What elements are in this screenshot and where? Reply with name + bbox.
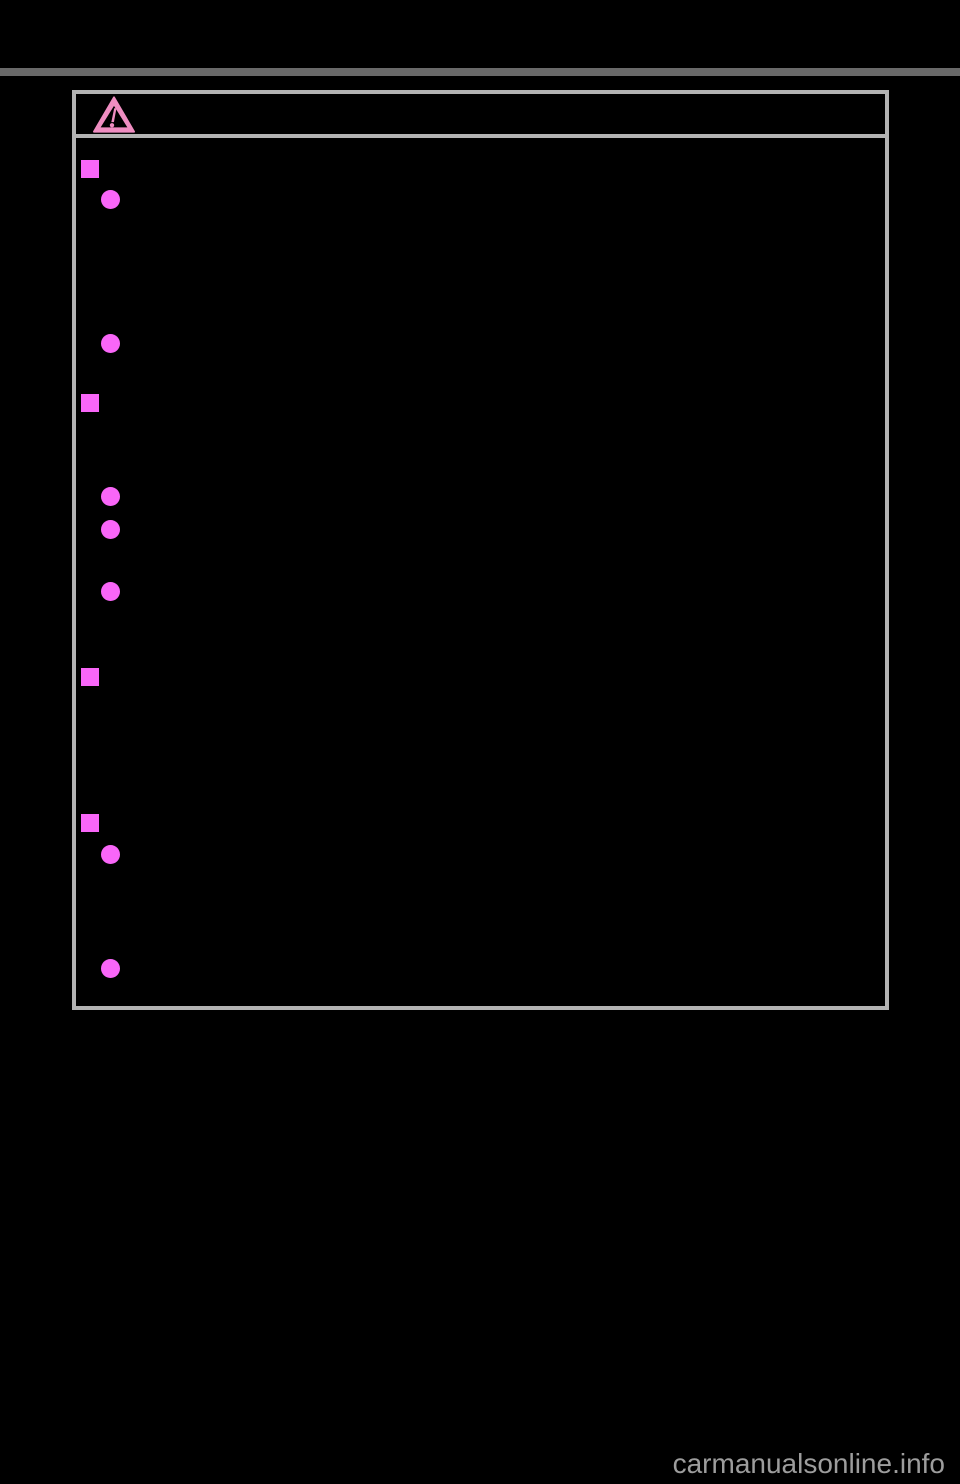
caution-box bbox=[72, 90, 889, 1010]
warning-triangle-icon bbox=[93, 95, 135, 133]
circle-bullet-icon bbox=[101, 334, 120, 353]
circle-bullet-icon bbox=[101, 959, 120, 978]
circle-bullet-icon bbox=[101, 520, 120, 539]
circle-bullet-icon bbox=[101, 487, 120, 506]
watermark-link[interactable]: carmanualsonline.info bbox=[672, 1448, 945, 1479]
top-separator-bar bbox=[0, 68, 960, 76]
circle-bullet-icon bbox=[101, 190, 120, 209]
caution-header bbox=[76, 94, 885, 138]
circle-bullet-icon bbox=[101, 845, 120, 864]
square-bullet-icon bbox=[81, 814, 99, 832]
square-bullet-icon bbox=[81, 394, 99, 412]
square-bullet-icon bbox=[81, 160, 99, 178]
circle-bullet-icon bbox=[101, 582, 120, 601]
square-bullet-icon bbox=[81, 668, 99, 686]
